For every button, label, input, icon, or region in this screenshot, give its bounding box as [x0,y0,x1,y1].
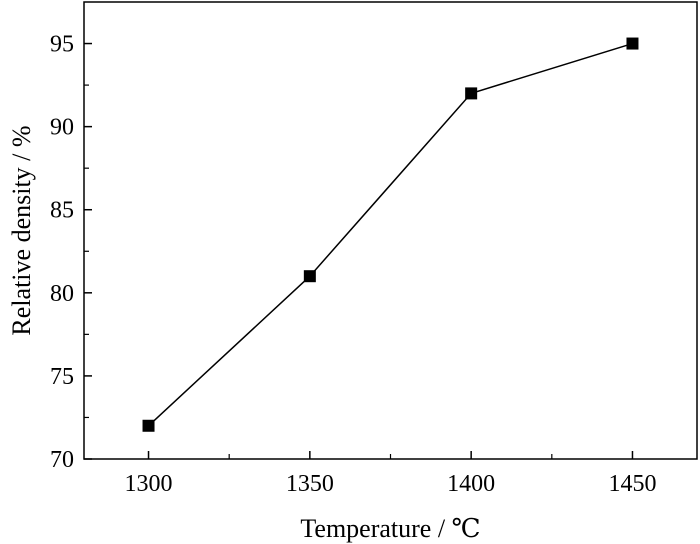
plot-frame [83,1,698,460]
y-tick-label: 85 [50,198,74,224]
ticks [84,42,634,460]
data-point-1400 [465,87,478,100]
x-tick-label: 1450 [608,471,656,497]
y-tick-label: 90 [50,115,74,141]
y-tick-label: 80 [50,281,74,307]
x-tick-label: 1300 [125,471,173,497]
y-axis-label: Relative density / % [7,125,36,335]
x-tick-label: 1400 [447,471,495,497]
y-tick-label: 75 [50,364,74,390]
data-point-1350 [303,270,316,283]
y-tick-label: 95 [50,32,74,58]
y-tick-label: 70 [50,447,74,473]
series-line [148,42,633,427]
series-group [142,37,639,432]
tick-labels: 1300 1350 1400 1450 70 75 80 85 90 95 [50,32,656,497]
data-point-1450 [626,37,639,50]
data-point-1300 [142,419,155,432]
x-tick-label: 1350 [286,471,334,497]
x-axis-label: Temperature / ℃ [300,514,480,543]
